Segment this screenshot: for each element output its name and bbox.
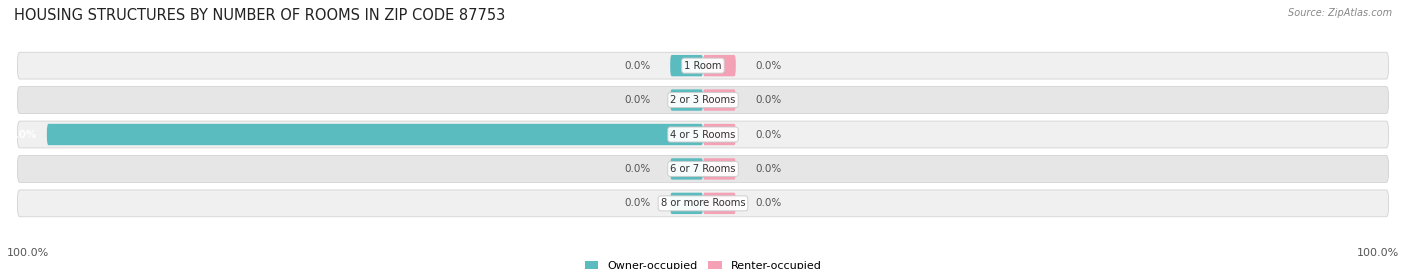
FancyBboxPatch shape <box>17 190 1389 217</box>
Text: 100.0%: 100.0% <box>7 248 49 258</box>
FancyBboxPatch shape <box>671 89 703 111</box>
Text: Source: ZipAtlas.com: Source: ZipAtlas.com <box>1288 8 1392 18</box>
Text: 1 Room: 1 Room <box>685 61 721 71</box>
Text: HOUSING STRUCTURES BY NUMBER OF ROOMS IN ZIP CODE 87753: HOUSING STRUCTURES BY NUMBER OF ROOMS IN… <box>14 8 505 23</box>
FancyBboxPatch shape <box>17 87 1389 114</box>
Text: 0.0%: 0.0% <box>755 129 782 140</box>
FancyBboxPatch shape <box>17 121 1389 148</box>
FancyBboxPatch shape <box>703 55 735 76</box>
Legend: Owner-occupied, Renter-occupied: Owner-occupied, Renter-occupied <box>581 256 825 269</box>
Text: 100.0%: 100.0% <box>1357 248 1399 258</box>
FancyBboxPatch shape <box>17 155 1389 182</box>
Text: 0.0%: 0.0% <box>624 61 651 71</box>
Text: 0.0%: 0.0% <box>624 198 651 208</box>
Text: 0.0%: 0.0% <box>755 95 782 105</box>
FancyBboxPatch shape <box>703 124 735 145</box>
Text: 4 or 5 Rooms: 4 or 5 Rooms <box>671 129 735 140</box>
Text: 8 or more Rooms: 8 or more Rooms <box>661 198 745 208</box>
Text: 0.0%: 0.0% <box>624 95 651 105</box>
FancyBboxPatch shape <box>671 55 703 76</box>
FancyBboxPatch shape <box>671 193 703 214</box>
FancyBboxPatch shape <box>703 193 735 214</box>
Text: 0.0%: 0.0% <box>755 198 782 208</box>
Text: 2 or 3 Rooms: 2 or 3 Rooms <box>671 95 735 105</box>
Text: 0.0%: 0.0% <box>624 164 651 174</box>
FancyBboxPatch shape <box>703 158 735 180</box>
Text: 100.0%: 100.0% <box>0 129 37 140</box>
FancyBboxPatch shape <box>46 124 703 145</box>
Text: 6 or 7 Rooms: 6 or 7 Rooms <box>671 164 735 174</box>
Text: 0.0%: 0.0% <box>755 164 782 174</box>
Text: 0.0%: 0.0% <box>755 61 782 71</box>
FancyBboxPatch shape <box>703 89 735 111</box>
FancyBboxPatch shape <box>17 52 1389 79</box>
FancyBboxPatch shape <box>671 158 703 180</box>
